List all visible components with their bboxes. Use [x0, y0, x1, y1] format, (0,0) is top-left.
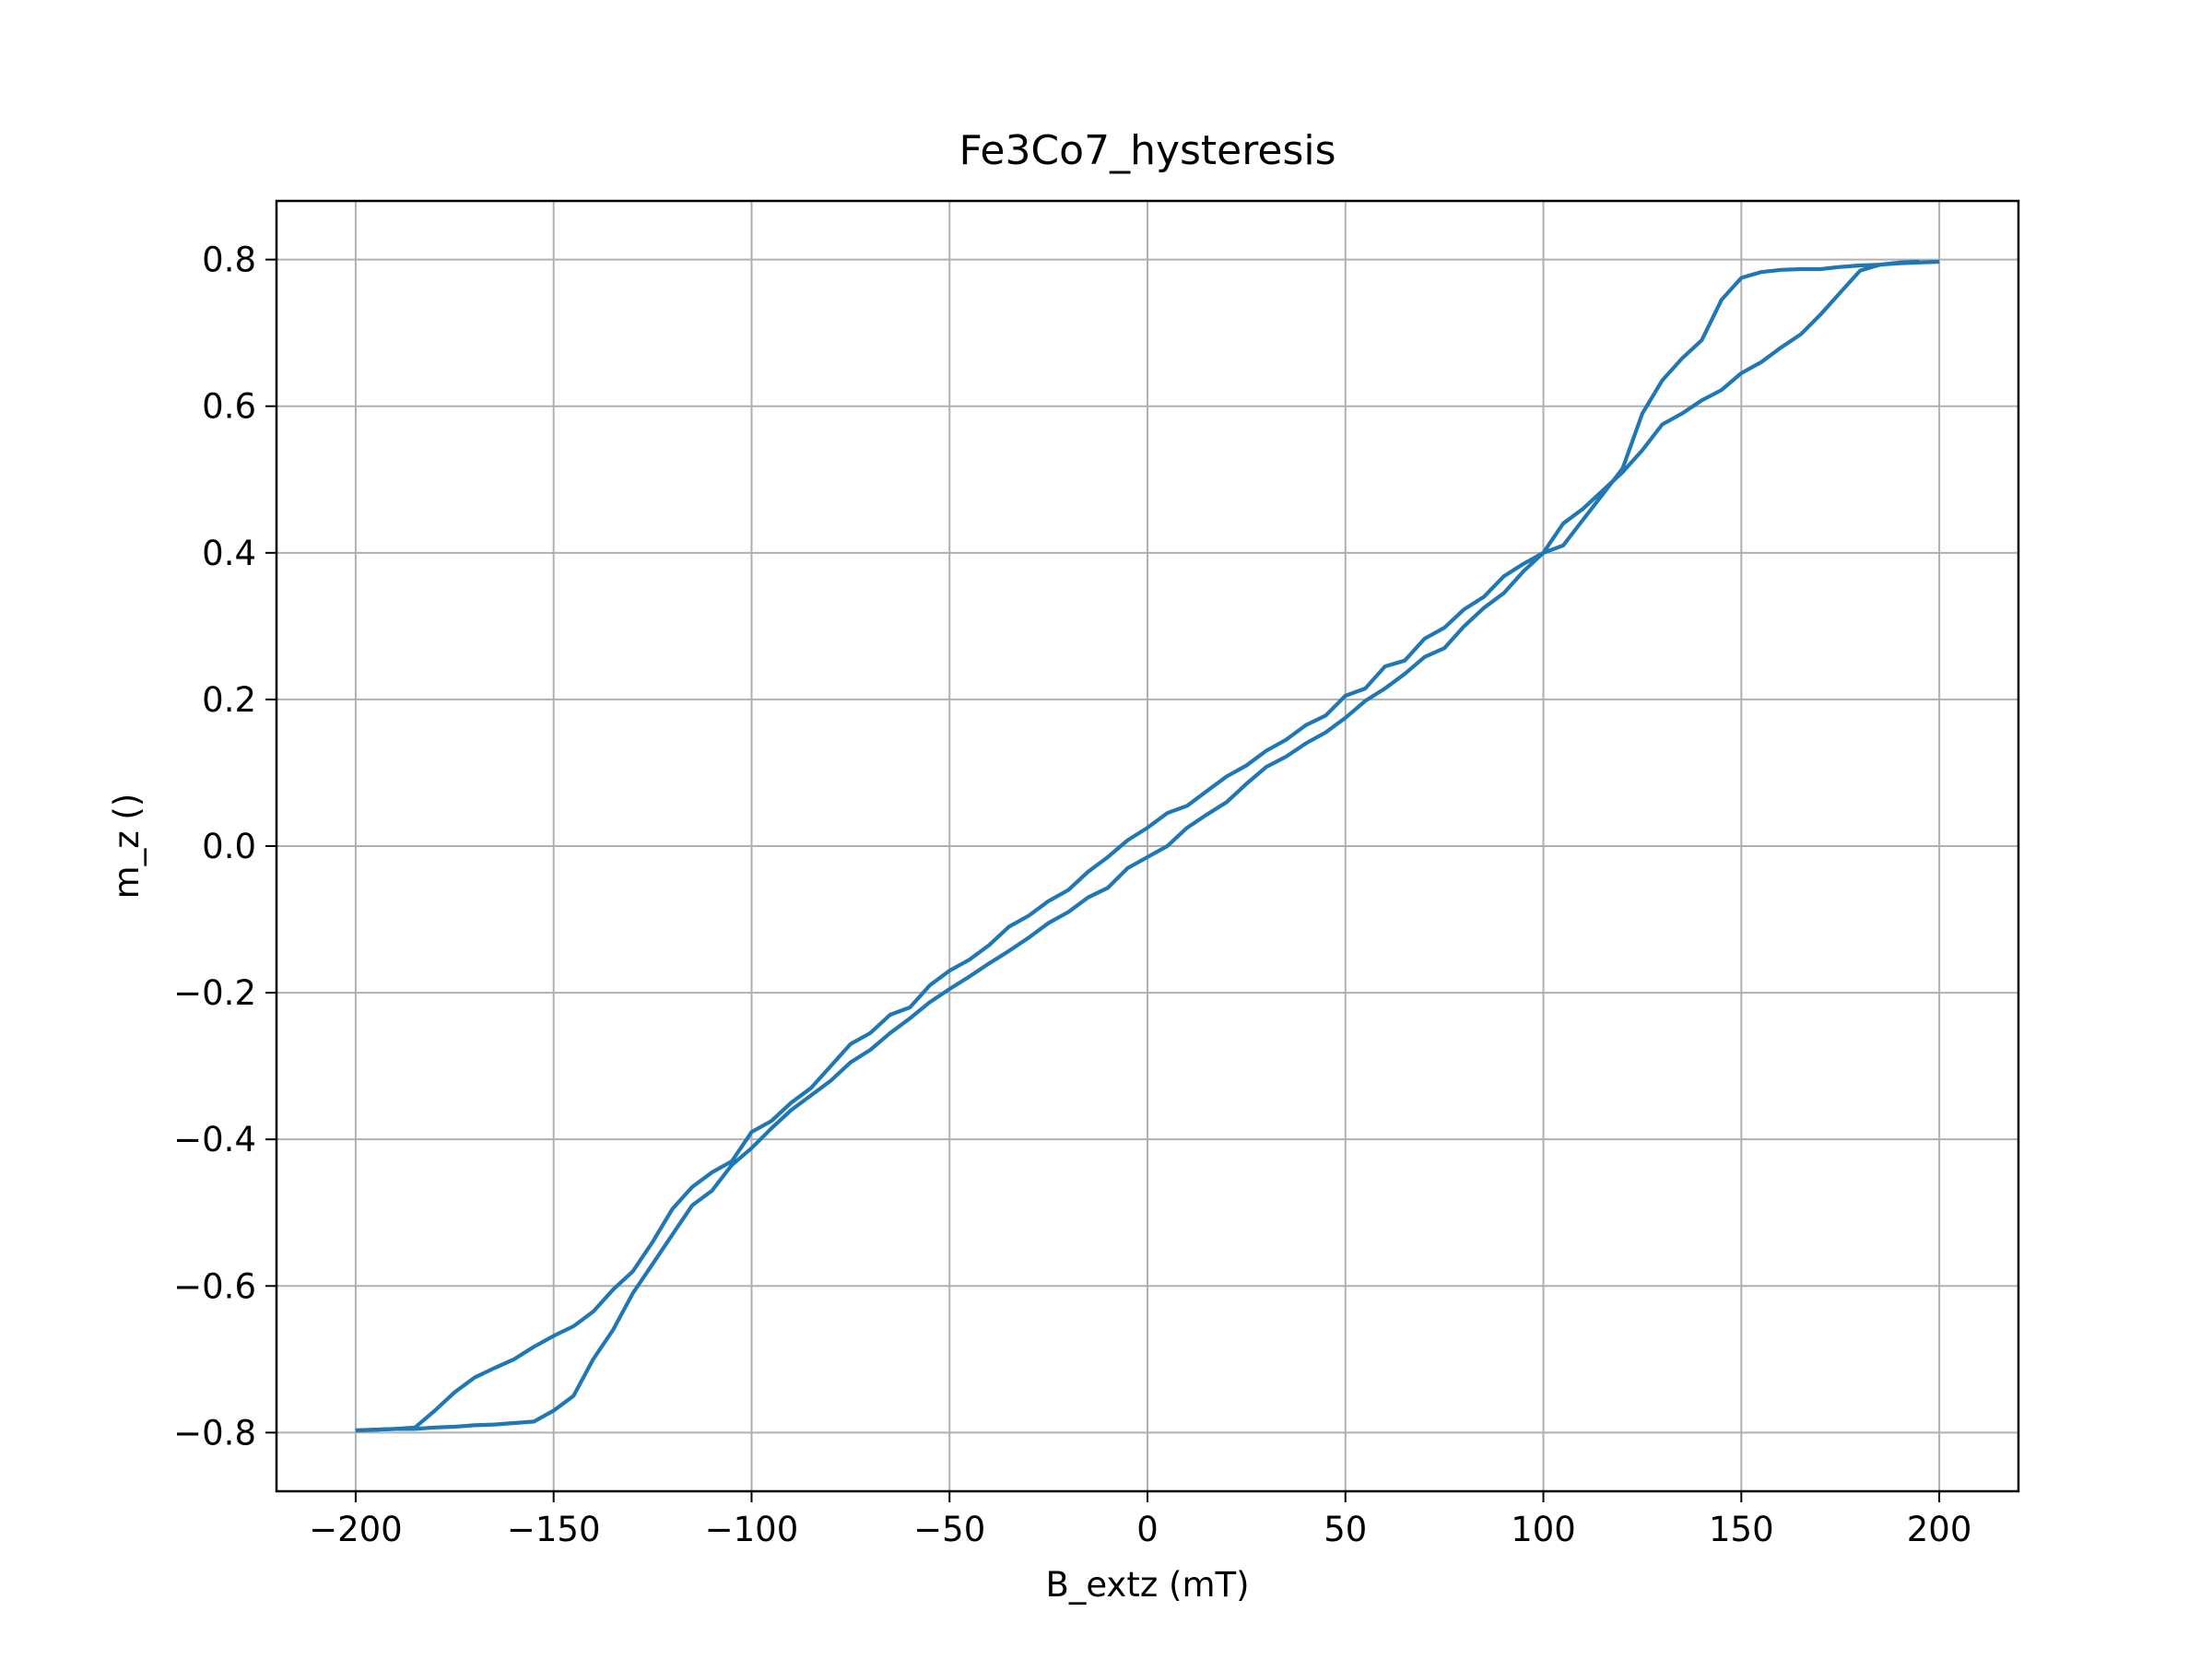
grid	[276, 201, 2018, 1491]
x-tick-label: −100	[705, 1510, 799, 1549]
y-tick-label: −0.8	[173, 1413, 256, 1453]
y-tick-label: −0.6	[173, 1266, 256, 1306]
y-tick-label: 0.4	[202, 534, 256, 573]
x-tick-label: −50	[913, 1510, 985, 1549]
x-tick-label: 100	[1511, 1510, 1576, 1549]
x-tick-label: 200	[1907, 1510, 1972, 1549]
series-line-1	[355, 259, 1920, 1433]
y-tick-label: 0.2	[202, 680, 256, 720]
y-tick-label: 0.6	[202, 387, 256, 427]
x-tick-label: −200	[309, 1510, 403, 1549]
chart-title: Fe3Co7_hysteresis	[959, 127, 1335, 174]
y-axis-label: m_z ()	[107, 794, 147, 900]
y-tick-label: −0.2	[173, 973, 256, 1013]
x-tick-label: 150	[1709, 1510, 1774, 1549]
ticks: −200 −150 −100 −50 0 50 100 150 200 0.8 0.6 0.4 0.2 0…	[173, 241, 1971, 1549]
y-tick-label: 0.0	[202, 827, 256, 866]
x-tick-label: −150	[507, 1510, 601, 1549]
x-tick-label: 0	[1136, 1510, 1159, 1549]
x-axis-label: B_extz (mT)	[1045, 1565, 1249, 1605]
series-lines	[355, 259, 1940, 1433]
x-tick-label: 50	[1324, 1510, 1367, 1549]
y-tick-label: −0.4	[173, 1120, 256, 1159]
series-line-2	[355, 259, 1940, 1433]
y-tick-label: 0.8	[202, 241, 256, 280]
